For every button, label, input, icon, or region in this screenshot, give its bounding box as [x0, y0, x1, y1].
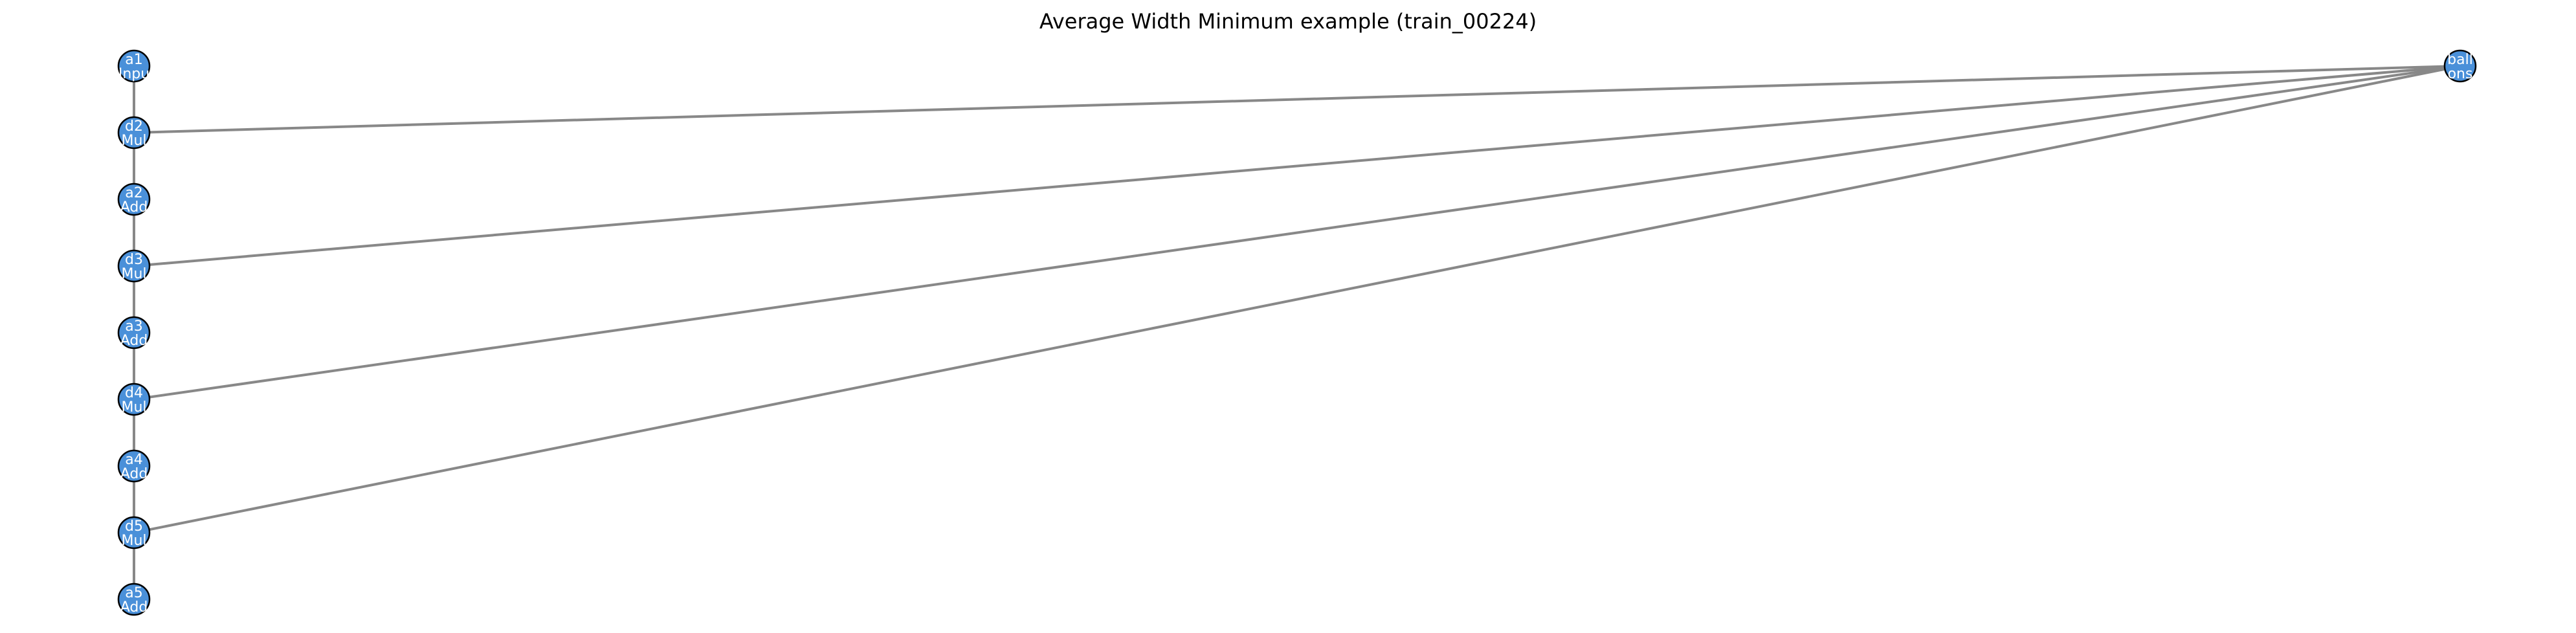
node-label-line2: Mul — [121, 133, 146, 149]
node-label-line1: a5 — [125, 585, 142, 601]
edge-const-d3 — [133, 65, 2461, 267]
node-label-line2: Inpu — [118, 66, 150, 82]
node-label-line2: Add — [120, 466, 148, 482]
node-label-line2: Add — [120, 599, 148, 616]
node-label-line2: Mul — [121, 533, 146, 549]
edge-const-d5 — [133, 65, 2461, 534]
node-label-line1: d4 — [125, 385, 143, 401]
edge-const-d2 — [133, 65, 2461, 134]
edges-layer — [133, 65, 2461, 599]
node-label-line1: d2 — [125, 118, 143, 135]
node-label-line1: a3 — [125, 318, 142, 335]
node-label-line1: d3 — [125, 252, 143, 268]
node-circle — [117, 316, 151, 350]
node-circle — [117, 183, 151, 216]
node-circle — [2443, 49, 2477, 83]
nodes-layer: a1Inpud2Mula2Addd3Mula3Addd4Mula4Addd5Mu… — [117, 49, 2477, 616]
node-label-line2: Add — [120, 199, 148, 216]
node-label-line1: a1 — [125, 52, 142, 68]
node-circle — [117, 383, 151, 416]
node-circle — [117, 449, 151, 483]
node-label-line2: Add — [120, 333, 148, 349]
edge-const-d4 — [133, 65, 2461, 401]
node-circle — [117, 516, 151, 550]
node-label-line1: a2 — [125, 185, 142, 201]
node-circle — [117, 583, 151, 616]
chart-title: Average Width Minimum example (train_002… — [1039, 9, 1537, 34]
node-label-line2: Mul — [121, 399, 146, 416]
node-circle — [117, 249, 151, 283]
node-label-line1: ball — [2447, 52, 2473, 68]
node-label-line2: ons — [2448, 66, 2473, 82]
node-label-line1: d5 — [125, 518, 143, 535]
node-circle — [117, 49, 151, 83]
node-label-line1: a4 — [125, 452, 142, 468]
node-label-line2: Mul — [121, 266, 146, 282]
node-circle — [117, 116, 151, 150]
